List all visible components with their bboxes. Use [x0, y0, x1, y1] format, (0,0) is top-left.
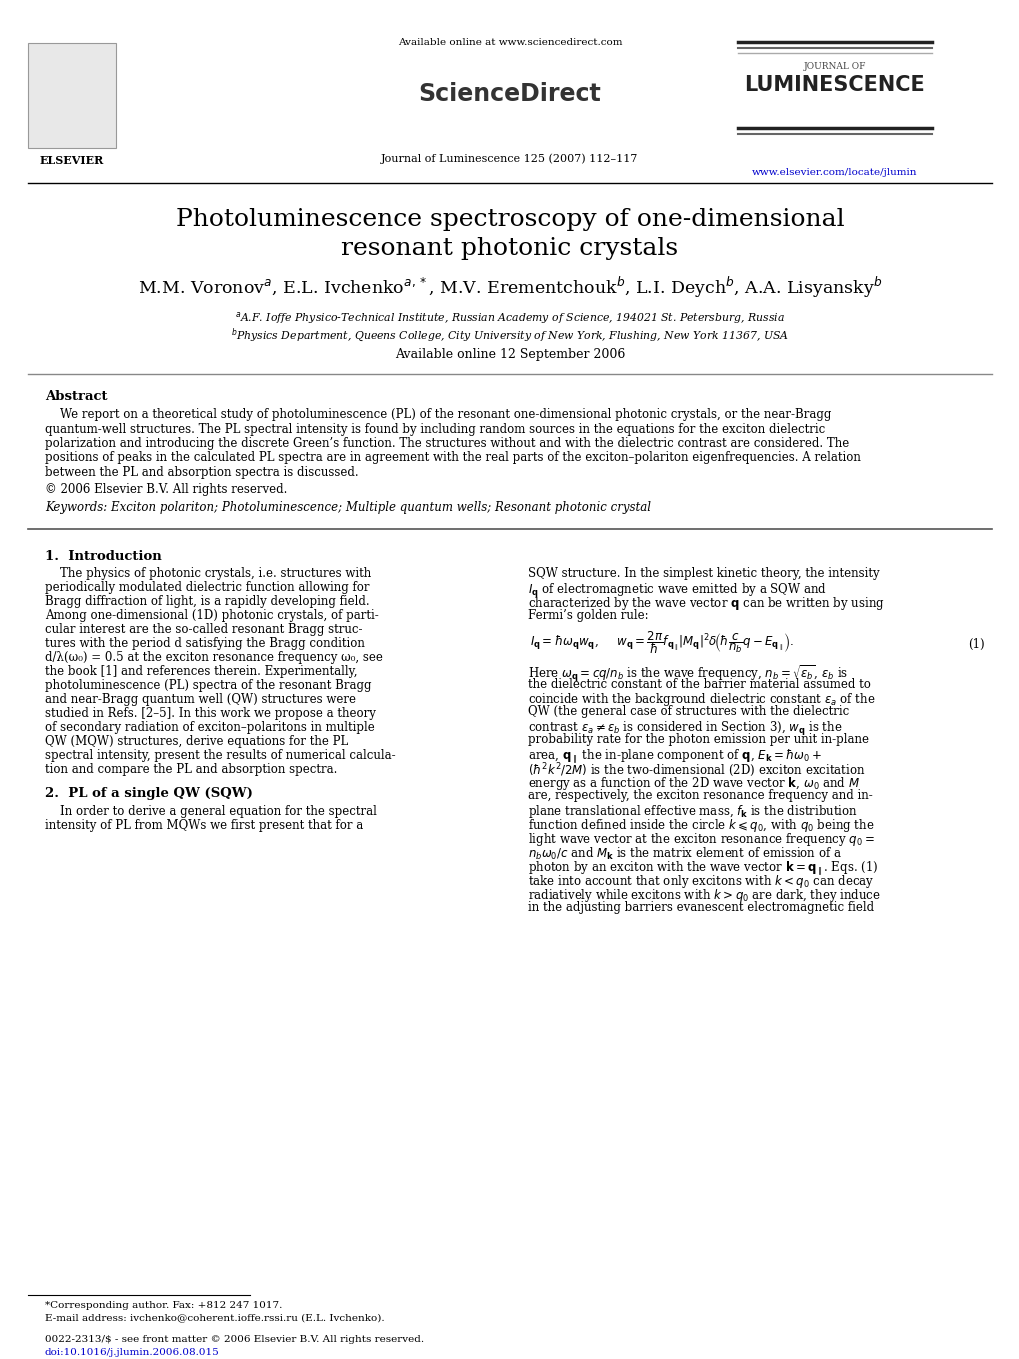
Text: $^b$Physics Department, Queens College, City University of New York, Flushing, N: $^b$Physics Department, Queens College, … — [230, 326, 789, 344]
Text: resonant photonic crystals: resonant photonic crystals — [341, 236, 678, 260]
Text: are, respectively, the exciton resonance frequency and in-: are, respectively, the exciton resonance… — [528, 790, 872, 803]
Text: the dielectric constant of the barrier material assumed to: the dielectric constant of the barrier m… — [528, 678, 870, 690]
Text: Fermi’s golden rule:: Fermi’s golden rule: — [528, 609, 648, 622]
Text: 1.  Introduction: 1. Introduction — [45, 550, 162, 564]
Text: © 2006 Elsevier B.V. All rights reserved.: © 2006 Elsevier B.V. All rights reserved… — [45, 484, 287, 496]
Text: tion and compare the PL and absorption spectra.: tion and compare the PL and absorption s… — [45, 764, 337, 776]
Text: cular interest are the so-called resonant Bragg struc-: cular interest are the so-called resonan… — [45, 624, 362, 636]
Text: SQW structure. In the simplest kinetic theory, the intensity: SQW structure. In the simplest kinetic t… — [528, 568, 878, 580]
Text: in the adjusting barriers evanescent electromagnetic field: in the adjusting barriers evanescent ele… — [528, 901, 873, 915]
Text: probability rate for the photon emission per unit in-plane: probability rate for the photon emission… — [528, 734, 868, 746]
Text: the book [1] and references therein. Experimentally,: the book [1] and references therein. Exp… — [45, 666, 357, 678]
Text: We report on a theoretical study of photoluminescence (PL) of the resonant one-d: We report on a theoretical study of phot… — [45, 408, 830, 421]
Text: *Corresponding author. Fax: +812 247 1017.: *Corresponding author. Fax: +812 247 101… — [45, 1301, 282, 1310]
Text: Among one-dimensional (1D) photonic crystals, of parti-: Among one-dimensional (1D) photonic crys… — [45, 609, 378, 622]
Text: take into account that only excitons with $k < q_0$ can decay: take into account that only excitons wit… — [528, 874, 873, 890]
Text: photon by an exciton with the wave vector $\mathbf{k} = \mathbf{q}_\parallel$. E: photon by an exciton with the wave vecto… — [528, 859, 877, 878]
Text: Here $\omega_\mathbf{q} = cq/n_b$ is the wave frequency, $n_b = \sqrt{\varepsilo: Here $\omega_\mathbf{q} = cq/n_b$ is the… — [528, 663, 848, 684]
Text: QW (MQW) structures, derive equations for the PL: QW (MQW) structures, derive equations fo… — [45, 735, 347, 749]
Text: polarization and introducing the discrete Green’s function. The structures witho: polarization and introducing the discret… — [45, 438, 849, 450]
Text: coincide with the background dielectric constant $\varepsilon_a$ of the: coincide with the background dielectric … — [528, 692, 874, 708]
Text: 0022-2313/$ - see front matter © 2006 Elsevier B.V. All rights reserved.: 0022-2313/$ - see front matter © 2006 El… — [45, 1335, 424, 1344]
Text: contrast $\varepsilon_a\neq\varepsilon_b$ is considered in Section 3), $w_\mathb: contrast $\varepsilon_a\neq\varepsilon_b… — [528, 719, 842, 738]
Text: ELSEVIER: ELSEVIER — [40, 155, 104, 166]
Text: plane translational effective mass, $f_\mathbf{k}$ is the distribution: plane translational effective mass, $f_\… — [528, 803, 857, 821]
Text: M.M. Voronov$^a$, E.L. Ivchenko$^{a,*}$, M.V. Erementchouk$^b$, L.I. Deych$^b$, : M.M. Voronov$^a$, E.L. Ivchenko$^{a,*}$,… — [138, 275, 881, 300]
Text: area, $\mathbf{q}_\parallel$ the in-plane component of $\mathbf{q}$, $E_\mathbf{: area, $\mathbf{q}_\parallel$ the in-plan… — [528, 747, 821, 765]
Text: photoluminescence (PL) spectra of the resonant Bragg: photoluminescence (PL) spectra of the re… — [45, 680, 371, 693]
Text: spectral intensity, present the results of numerical calcula-: spectral intensity, present the results … — [45, 750, 395, 762]
Text: Abstract: Abstract — [45, 390, 107, 404]
Text: radiatively while excitons with $k > q_0$ are dark, they induce: radiatively while excitons with $k > q_0… — [528, 887, 880, 905]
Text: studied in Refs. [2–5]. In this work we propose a theory: studied in Refs. [2–5]. In this work we … — [45, 708, 376, 720]
Text: 2.  PL of a single QW (SQW): 2. PL of a single QW (SQW) — [45, 787, 253, 800]
Text: intensity of PL from MQWs we first present that for a: intensity of PL from MQWs we first prese… — [45, 818, 363, 832]
Text: energy as a function of the 2D wave vector $\mathbf{k}$, $\omega_0$ and $M$: energy as a function of the 2D wave vect… — [528, 776, 859, 792]
Text: light wave vector at the exciton resonance frequency $q_0 =$: light wave vector at the exciton resonan… — [528, 832, 874, 848]
Text: Photoluminescence spectroscopy of one-dimensional: Photoluminescence spectroscopy of one-di… — [175, 208, 844, 231]
Text: quantum-well structures. The PL spectral intensity is found by including random : quantum-well structures. The PL spectral… — [45, 423, 824, 435]
Text: Available online 12 September 2006: Available online 12 September 2006 — [394, 348, 625, 361]
Text: doi:10.1016/j.jlumin.2006.08.015: doi:10.1016/j.jlumin.2006.08.015 — [45, 1348, 219, 1358]
Text: The physics of photonic crystals, i.e. structures with: The physics of photonic crystals, i.e. s… — [45, 568, 371, 580]
Text: Journal of Luminescence 125 (2007) 112–117: Journal of Luminescence 125 (2007) 112–1… — [381, 154, 638, 163]
Bar — [28, 43, 116, 148]
Text: JOURNAL OF: JOURNAL OF — [803, 63, 865, 71]
Text: $(\hbar^2k^2/2M)$ is the two-dimensional (2D) exciton excitation: $(\hbar^2k^2/2M)$ is the two-dimensional… — [528, 761, 865, 779]
Text: (1): (1) — [967, 637, 984, 651]
Text: of secondary radiation of exciton–polaritons in multiple: of secondary radiation of exciton–polari… — [45, 722, 374, 734]
Text: LUMINESCENCE: LUMINESCENCE — [744, 75, 924, 95]
Text: Available online at www.sciencedirect.com: Available online at www.sciencedirect.co… — [397, 38, 622, 48]
Text: positions of peaks in the calculated PL spectra are in agreement with the real p: positions of peaks in the calculated PL … — [45, 451, 860, 465]
Text: QW (the general case of structures with the dielectric: QW (the general case of structures with … — [528, 705, 849, 719]
Text: $I_\mathbf{q} = \hbar\omega_\mathbf{q} w_\mathbf{q}$,     $w_\mathbf{q} = \dfrac: $I_\mathbf{q} = \hbar\omega_\mathbf{q} w… — [530, 629, 794, 656]
Text: ScienceDirect: ScienceDirect — [418, 82, 601, 106]
Text: E-mail address: ivchenko@coherent.ioffe.rssi.ru (E.L. Ivchenko).: E-mail address: ivchenko@coherent.ioffe.… — [45, 1313, 384, 1322]
Text: function defined inside the circle $k\leqslant q_0$, with $q_0$ being the: function defined inside the circle $k\le… — [528, 818, 873, 834]
Text: d/λ(ω₀) = 0.5 at the exciton resonance frequency ω₀, see: d/λ(ω₀) = 0.5 at the exciton resonance f… — [45, 651, 382, 665]
Text: $n_b\omega_0/c$ and $M_\mathbf{k}$ is the matrix element of emission of a: $n_b\omega_0/c$ and $M_\mathbf{k}$ is th… — [528, 845, 842, 862]
Text: tures with the period d satisfying the Bragg condition: tures with the period d satisfying the B… — [45, 637, 365, 651]
Text: Keywords: Exciton polariton; Photoluminescence; Multiple quantum wells; Resonant: Keywords: Exciton polariton; Photolumine… — [45, 501, 650, 515]
Text: characterized by the wave vector $\mathbf{q}$ can be written by using: characterized by the wave vector $\mathb… — [528, 595, 883, 613]
Text: periodically modulated dielectric function allowing for: periodically modulated dielectric functi… — [45, 582, 369, 594]
Text: and near-Bragg quantum well (QW) structures were: and near-Bragg quantum well (QW) structu… — [45, 693, 356, 707]
Text: In order to derive a general equation for the spectral: In order to derive a general equation fo… — [45, 805, 376, 818]
Text: Bragg diffraction of light, is a rapidly developing field.: Bragg diffraction of light, is a rapidly… — [45, 595, 369, 609]
Text: $^a$A.F. Ioffe Physico-Technical Institute, Russian Academy of Science, 194021 S: $^a$A.F. Ioffe Physico-Technical Institu… — [234, 310, 785, 326]
Text: www.elsevier.com/locate/jlumin: www.elsevier.com/locate/jlumin — [752, 169, 917, 177]
Text: $I_\mathbf{q}$ of electromagnetic wave emitted by a SQW and: $I_\mathbf{q}$ of electromagnetic wave e… — [528, 582, 826, 599]
Text: between the PL and absorption spectra is discussed.: between the PL and absorption spectra is… — [45, 466, 359, 478]
